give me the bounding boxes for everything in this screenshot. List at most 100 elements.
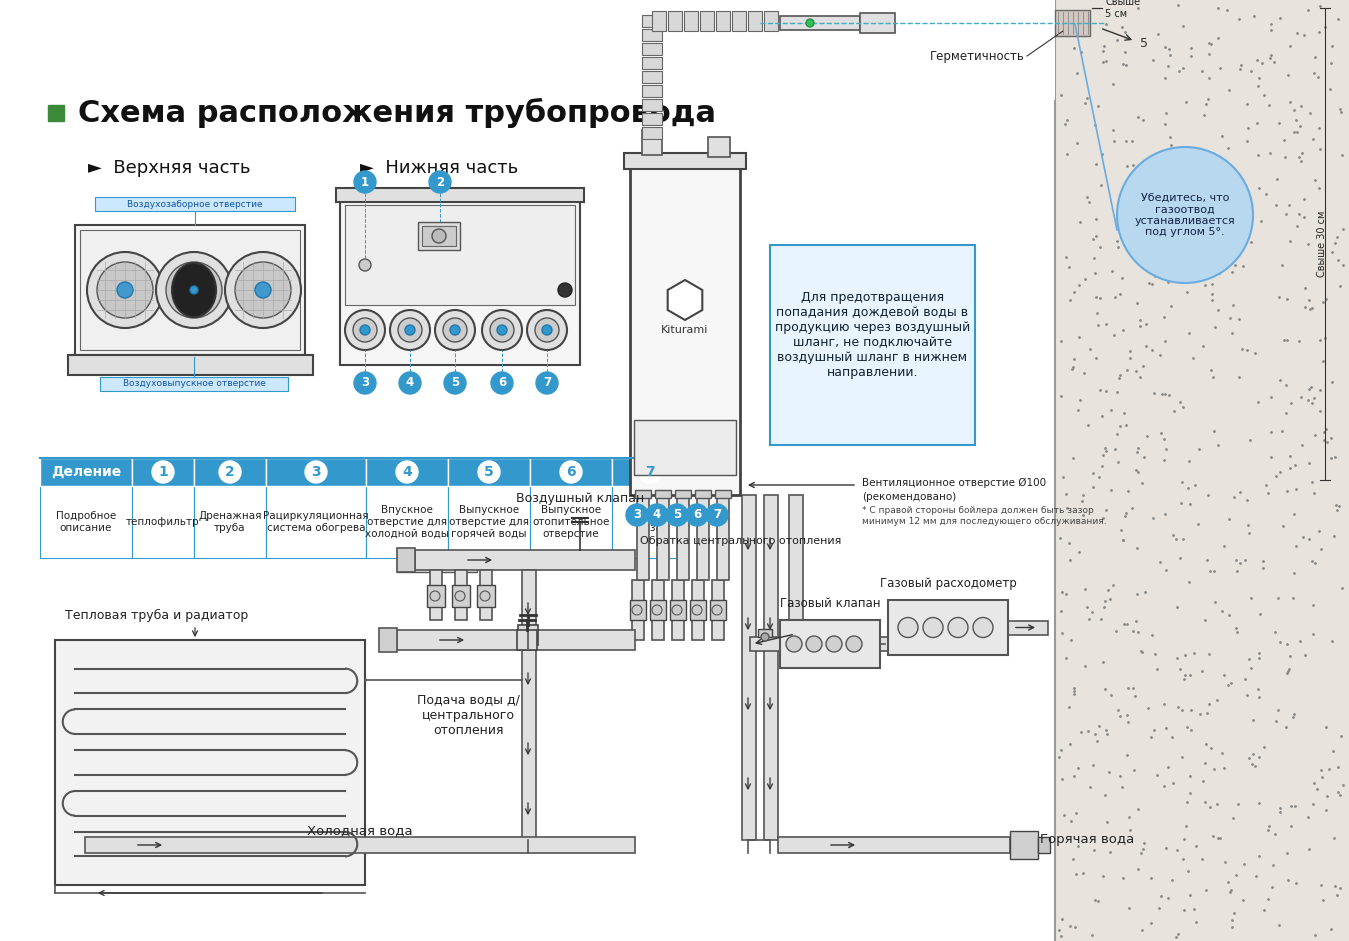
Bar <box>888 600 1008 655</box>
Circle shape <box>692 605 701 615</box>
Circle shape <box>432 229 447 243</box>
Bar <box>652 11 666 31</box>
Circle shape <box>527 310 567 350</box>
Circle shape <box>399 372 421 394</box>
Bar <box>1010 831 1037 859</box>
Circle shape <box>305 461 326 483</box>
Circle shape <box>455 591 465 601</box>
Bar <box>448 458 530 486</box>
Circle shape <box>353 372 376 394</box>
Bar <box>742 495 755 840</box>
Circle shape <box>434 310 475 350</box>
Circle shape <box>190 286 198 294</box>
Bar <box>684 11 697 31</box>
Bar <box>530 486 612 558</box>
Bar <box>672 580 684 640</box>
Bar <box>692 580 704 640</box>
Circle shape <box>482 310 522 350</box>
Bar <box>650 600 666 620</box>
Bar <box>780 16 861 30</box>
Circle shape <box>86 252 163 328</box>
Circle shape <box>152 461 174 483</box>
Bar <box>132 486 194 558</box>
Circle shape <box>846 636 862 652</box>
Circle shape <box>786 636 803 652</box>
Text: 4: 4 <box>406 376 414 390</box>
Text: 4: 4 <box>653 508 661 521</box>
Bar <box>94 197 295 211</box>
Bar <box>379 628 397 652</box>
Bar <box>708 137 730 157</box>
Text: Впускное
отверстие для
холодной воды: Впускное отверстие для холодной воды <box>366 505 449 538</box>
Bar <box>716 11 730 31</box>
Text: 3: 3 <box>362 376 370 390</box>
Text: Для предотвращения
попадания дождевой воды в
продукцию через воздушный
шланг, не: Для предотвращения попадания дождевой во… <box>774 291 970 379</box>
Circle shape <box>1117 147 1253 283</box>
Bar <box>778 837 1010 853</box>
Bar <box>455 570 467 620</box>
Circle shape <box>805 19 813 27</box>
Bar <box>55 640 366 885</box>
Circle shape <box>480 591 490 601</box>
Text: Деление: Деление <box>51 465 121 479</box>
Text: (рекомендовано): (рекомендовано) <box>862 492 956 502</box>
Bar <box>40 458 132 486</box>
Text: Вентиляционное отверстие Ø100: Вентиляционное отверстие Ø100 <box>862 478 1045 488</box>
Circle shape <box>478 461 500 483</box>
Circle shape <box>666 504 688 526</box>
Bar <box>770 245 975 445</box>
Bar <box>712 580 724 640</box>
Bar <box>642 15 662 27</box>
Bar <box>642 71 662 83</box>
Text: 1: 1 <box>362 176 370 188</box>
Circle shape <box>405 325 415 335</box>
Text: 1: 1 <box>158 465 167 479</box>
Circle shape <box>646 504 668 526</box>
Circle shape <box>345 310 384 350</box>
Bar <box>1037 837 1050 853</box>
Circle shape <box>353 318 376 342</box>
Bar <box>397 548 478 572</box>
Bar <box>397 630 635 650</box>
Bar <box>652 580 664 640</box>
Bar <box>861 13 894 33</box>
Text: Подвод
газа: Подвод газа <box>629 511 670 533</box>
Bar <box>80 230 299 350</box>
Bar <box>49 105 63 121</box>
Bar <box>642 43 662 55</box>
Bar <box>418 222 460 250</box>
Circle shape <box>652 605 662 615</box>
Bar <box>345 205 575 305</box>
Circle shape <box>397 461 418 483</box>
Text: * С правой стороны бойлера должен быть зазор: * С правой стороны бойлера должен быть з… <box>862 506 1094 515</box>
Bar <box>452 585 469 607</box>
Circle shape <box>219 461 241 483</box>
Text: 6: 6 <box>498 376 506 390</box>
Text: 7: 7 <box>645 465 654 479</box>
Text: 2: 2 <box>436 176 444 188</box>
Bar <box>642 99 662 111</box>
Bar <box>518 625 538 645</box>
Text: 3: 3 <box>312 465 321 479</box>
Bar <box>710 600 726 620</box>
Bar <box>715 490 731 498</box>
Circle shape <box>536 372 558 394</box>
Circle shape <box>536 318 558 342</box>
Circle shape <box>225 252 301 328</box>
Bar <box>517 630 537 650</box>
Circle shape <box>359 259 371 271</box>
Bar <box>366 458 448 486</box>
Text: Газовый расходометр: Газовый расходометр <box>880 577 1016 590</box>
Circle shape <box>687 504 708 526</box>
Polygon shape <box>668 280 703 320</box>
Bar <box>85 837 635 853</box>
Bar <box>428 585 445 607</box>
Bar <box>194 486 266 558</box>
Bar <box>635 490 652 498</box>
Text: Тепловая труба и радиатор: Тепловая труба и радиатор <box>65 609 248 622</box>
Text: ►  Верхняя часть: ► Верхняя часть <box>88 159 251 177</box>
Text: Воздуховыпускное отверстие: Воздуховыпускное отверстие <box>123 379 266 389</box>
Bar <box>670 600 687 620</box>
Bar <box>789 495 803 644</box>
Bar <box>642 113 662 125</box>
